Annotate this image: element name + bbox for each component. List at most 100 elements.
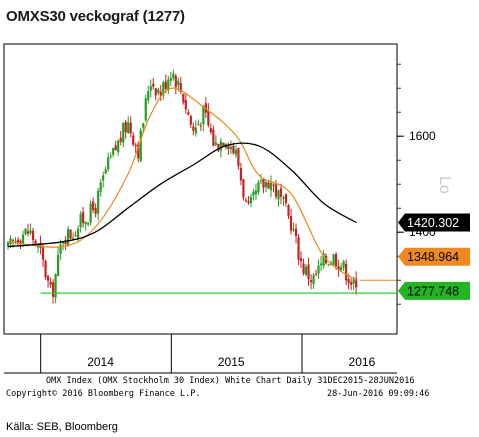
candle-body [120, 138, 122, 142]
candle-body [7, 242, 9, 247]
candle-body [312, 275, 314, 284]
candle-body [127, 122, 129, 133]
candle-body [207, 110, 209, 125]
candle-body [75, 236, 77, 237]
candle-body [132, 136, 134, 145]
candle-body [70, 230, 72, 239]
candle-body [200, 125, 202, 126]
candle-body [348, 279, 350, 283]
candle-body [230, 147, 232, 149]
candle-body [295, 229, 297, 236]
candle-body [280, 188, 282, 196]
candle-body [290, 216, 292, 231]
candle-body [47, 276, 49, 280]
candle-body [39, 242, 41, 247]
candle-body [250, 197, 252, 203]
candle-body [270, 183, 272, 190]
x-tick-label: 2014 [87, 355, 114, 369]
candle-body [157, 89, 159, 92]
candle-body [67, 229, 69, 246]
candle-body [340, 267, 342, 270]
candle-body [82, 212, 84, 223]
candle-body [235, 150, 237, 155]
candle-body [59, 244, 61, 253]
candle-body [115, 145, 117, 150]
candle-body [267, 183, 269, 189]
candle-body [302, 263, 304, 273]
candle-body [353, 279, 355, 283]
candle-body [310, 280, 312, 282]
candle-body [52, 282, 54, 297]
candle-body [49, 282, 51, 285]
candle-body [210, 128, 212, 132]
candle-body [145, 98, 147, 120]
candle-body [220, 141, 222, 150]
candle-body [122, 123, 124, 143]
candle-body [257, 182, 259, 192]
candle-body [14, 241, 16, 242]
candle-body [292, 229, 294, 230]
price-tag-last-price-label: 1277.748 [407, 284, 459, 298]
candle-body [12, 240, 14, 241]
candle-body [192, 126, 194, 130]
candle-body [177, 81, 179, 85]
candle-body [182, 94, 184, 103]
candle-body [62, 243, 64, 244]
candle-body [97, 191, 99, 213]
candle-body [187, 112, 189, 114]
candle-body [315, 274, 317, 275]
candle-body [332, 254, 334, 265]
candle-body [32, 231, 34, 240]
footer-copyright: Copyright© 2016 Bloomberg Finance L.P. [6, 389, 200, 399]
candle-body [285, 195, 287, 203]
candle-body [95, 208, 97, 214]
source-note: Källa: SEB, Bloomberg [6, 421, 118, 433]
candle-body [135, 145, 137, 146]
candle-body [245, 200, 247, 201]
candle-body [27, 231, 29, 233]
candle-body [202, 106, 204, 124]
footer-timestamp: 28-Jun-2016 09:09:46 [327, 389, 429, 399]
candle-body [282, 197, 284, 199]
candle-body [307, 264, 309, 278]
x-tick-label: 2015 [218, 355, 245, 369]
candle-body [87, 223, 89, 225]
candle-body [112, 148, 114, 155]
candle-body [335, 254, 337, 266]
candle-body [345, 264, 347, 281]
candle-body [29, 230, 31, 233]
candle-body [107, 157, 109, 169]
candle-body [265, 182, 267, 187]
candle-body [297, 237, 299, 259]
candle-body [130, 123, 132, 134]
candle-body [275, 184, 277, 196]
candle-body [142, 123, 144, 127]
candle-body [57, 255, 59, 276]
footer-line-1: OMX Index (OMX Stockholm 30 Index) White… [46, 376, 414, 386]
axis-watermark-icon: Lo [436, 176, 453, 194]
candle-body [287, 205, 289, 215]
candle-body [185, 100, 187, 109]
candle-body [240, 168, 242, 180]
candle-body [247, 201, 249, 203]
moving-average-long-line [8, 143, 356, 247]
candle-body [100, 182, 102, 191]
candle-body [140, 131, 142, 161]
candle-body [152, 84, 154, 87]
candle-body [255, 191, 257, 195]
candle-body [237, 148, 239, 166]
candle-body [102, 175, 104, 180]
candle-body [90, 203, 92, 222]
candle-body [272, 185, 274, 186]
candle-body [300, 258, 302, 261]
candle-body [150, 86, 152, 91]
candle-body [252, 192, 254, 196]
candle-body [260, 180, 262, 181]
candle-body [262, 179, 264, 188]
candle-body [147, 91, 149, 100]
x-tick-label: 2016 [349, 355, 376, 369]
candle-body [77, 229, 79, 239]
candle-body [277, 190, 279, 199]
candle-body [195, 128, 197, 134]
